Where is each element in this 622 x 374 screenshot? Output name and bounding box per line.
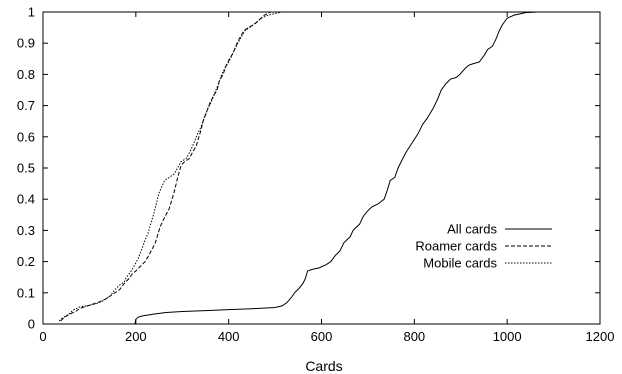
y-tick-label: 0.5 bbox=[17, 161, 35, 176]
plot-frame bbox=[42, 11, 601, 325]
series-line-roamer-cards bbox=[60, 11, 294, 322]
x-tick-label: 0 bbox=[39, 329, 46, 344]
series-line-mobile-cards bbox=[58, 11, 296, 322]
y-tick-label: 0.4 bbox=[17, 192, 35, 207]
x-tick-label: 1200 bbox=[586, 329, 615, 344]
y-tick-label: 1 bbox=[28, 5, 35, 20]
y-tick-label: 0.7 bbox=[17, 98, 35, 113]
series-line-all-cards bbox=[134, 11, 538, 325]
plot-series bbox=[58, 11, 538, 325]
y-tick-label: 0.8 bbox=[17, 67, 35, 82]
y-tick-label: 0 bbox=[28, 317, 35, 332]
x-tick-label: 1000 bbox=[493, 329, 522, 344]
x-tick-label: 400 bbox=[218, 329, 240, 344]
legend: All cards Roamer cards Mobile cards bbox=[415, 222, 552, 271]
x-axis-title: Cards bbox=[305, 358, 342, 374]
legend-label: All cards bbox=[447, 222, 497, 237]
x-tick-label: 200 bbox=[125, 329, 147, 344]
plot-axes: 0 200 400 600 800 1000 1200 0 0.1 0.2 0.3 0.4 0.5 0.6… bbox=[17, 5, 615, 345]
y-tick-label: 0.9 bbox=[17, 36, 35, 51]
legend-label: Mobile cards bbox=[423, 256, 497, 271]
x-tick-label: 600 bbox=[311, 329, 333, 344]
x-tick-label: 800 bbox=[403, 329, 425, 344]
y-tick-label: 0.2 bbox=[17, 254, 35, 269]
legend-label: Roamer cards bbox=[415, 239, 497, 254]
y-tick-label: 0.1 bbox=[17, 285, 35, 300]
y-tick-label: 0.6 bbox=[17, 129, 35, 144]
y-tick-label: 0.3 bbox=[17, 223, 35, 238]
